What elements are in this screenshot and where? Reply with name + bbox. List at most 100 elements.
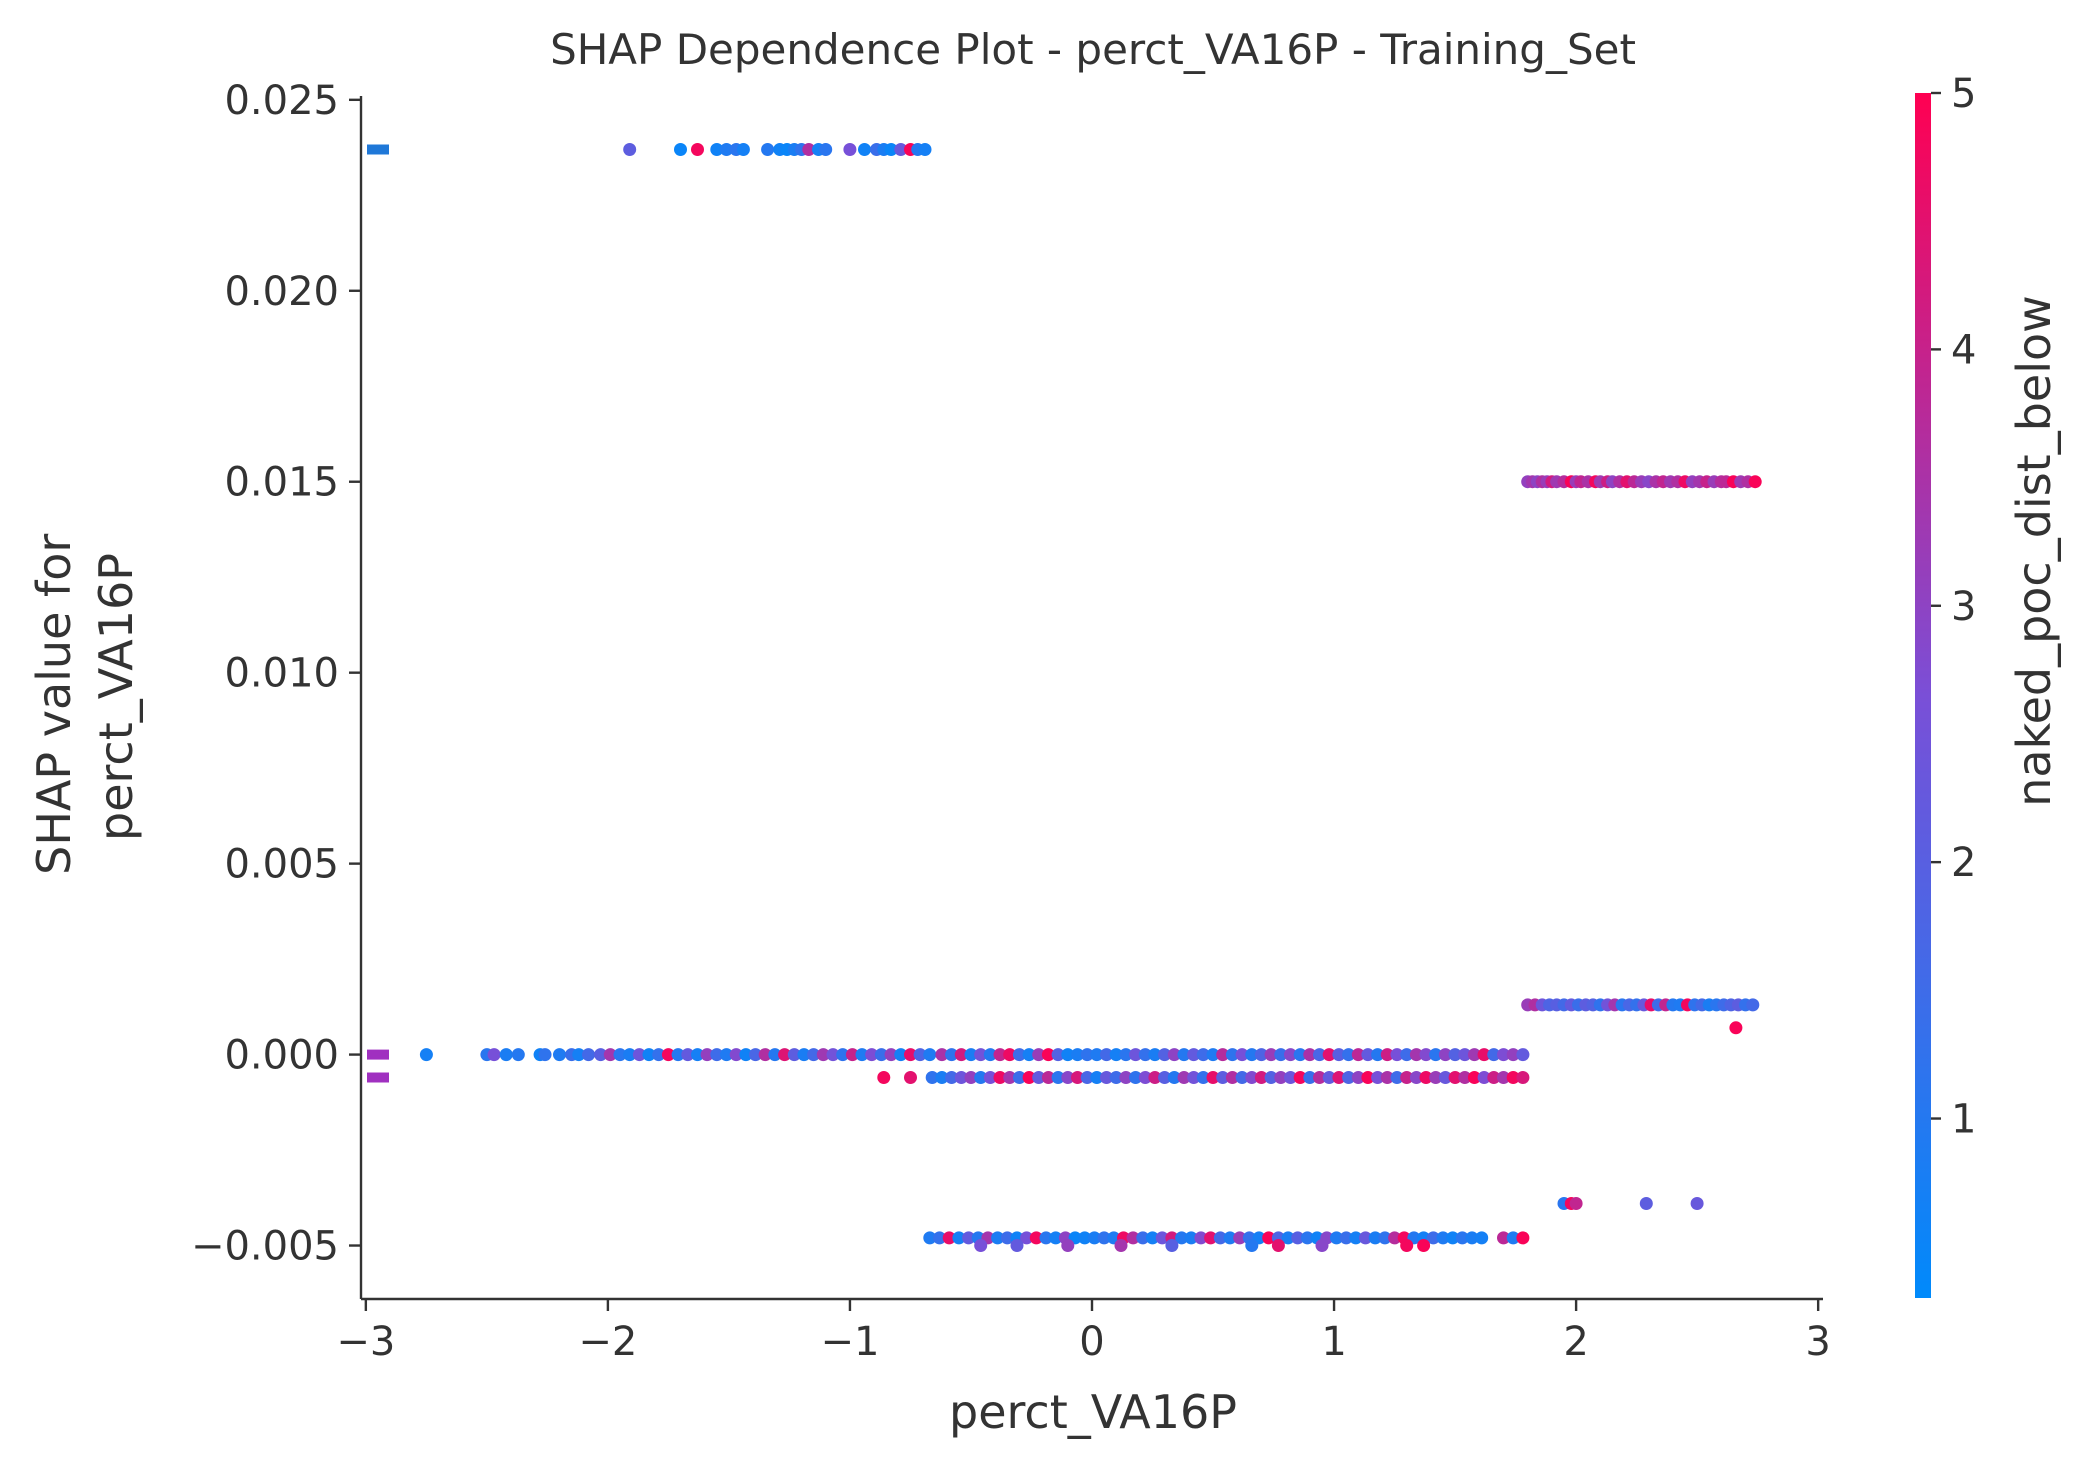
data-point [816, 1048, 830, 1062]
colorbar-label: naked_poc_dist_below [2007, 295, 2061, 807]
data-point [1426, 1231, 1440, 1245]
data-point [1012, 1048, 1026, 1062]
data-point [758, 1048, 772, 1062]
data-point [1078, 1231, 1092, 1245]
x-ticks: −3 −2 −1 0 1 2 3 [336, 1299, 1831, 1365]
data-point [1458, 1048, 1472, 1062]
x-tick-label: 1 [1321, 1319, 1346, 1365]
data-point [826, 1048, 840, 1062]
data-point [1639, 1197, 1653, 1210]
data-point [1339, 1231, 1353, 1245]
data-point [945, 1071, 959, 1084]
data-point [1233, 1231, 1247, 1245]
data-point [1390, 1048, 1404, 1062]
data-point [1315, 1239, 1329, 1252]
data-point [1351, 1048, 1365, 1062]
data-point [499, 1048, 513, 1062]
data-point [1342, 1071, 1356, 1084]
data-point [1361, 1071, 1375, 1084]
x-tick-label: −1 [820, 1319, 879, 1365]
data-point [1368, 1231, 1382, 1245]
data-point [983, 1071, 997, 1084]
data-point [1506, 1071, 1520, 1084]
colorbar-tick-label: 5 [1951, 71, 1976, 117]
colorbar-tick-label: 2 [1951, 840, 1976, 886]
data-point [843, 143, 857, 156]
data-point [845, 1048, 859, 1062]
data-point [1206, 1048, 1220, 1062]
data-point [1080, 1048, 1094, 1062]
data-point [1138, 1048, 1152, 1062]
data-point [1204, 1231, 1218, 1245]
data-point [913, 1048, 927, 1062]
data-point [1516, 1231, 1530, 1245]
data-point [1293, 1048, 1307, 1062]
data-point [1109, 1048, 1123, 1062]
data-point [1497, 1071, 1510, 1084]
data-point [1351, 1071, 1365, 1084]
y-ticks: −0.005 0.000 0.005 0.010 0.015 0.020 0.025 [191, 78, 361, 1270]
data-point [894, 143, 908, 156]
data-point [894, 1048, 908, 1062]
data-point [1390, 1071, 1404, 1084]
data-point [1187, 1071, 1201, 1084]
data-point [1090, 1071, 1104, 1084]
data-point [1136, 1231, 1150, 1245]
data-point [1429, 1048, 1443, 1062]
x-axis-label: perct_VA16P [949, 1385, 1237, 1439]
data-point [1506, 1048, 1520, 1062]
data-point [1114, 1239, 1128, 1252]
data-point [1446, 1231, 1460, 1245]
data-point [594, 1048, 608, 1062]
data-point [1262, 1231, 1276, 1245]
data-point [1010, 1239, 1024, 1252]
y-tick-label: 0.005 [224, 842, 339, 888]
data-point [1419, 1048, 1433, 1062]
data-point [1342, 1048, 1356, 1062]
points-layer [419, 143, 1762, 1252]
data-point [1041, 1071, 1055, 1084]
colorbar [1915, 93, 1931, 1298]
data-point [1194, 1231, 1208, 1245]
y-tick-label: 0.025 [224, 78, 339, 124]
data-point [511, 1048, 525, 1062]
data-point [778, 1048, 792, 1062]
data-point [1322, 1071, 1336, 1084]
data-point [1438, 1071, 1452, 1084]
data-point [674, 143, 687, 156]
data-point [1455, 1231, 1469, 1245]
data-point [1458, 1071, 1472, 1084]
data-point [1400, 1071, 1414, 1084]
data-point [935, 1071, 949, 1084]
data-point [1049, 1231, 1063, 1245]
data-point [1746, 998, 1760, 1012]
data-point [1467, 1071, 1481, 1084]
data-point [1126, 1231, 1140, 1245]
data-point [1196, 1048, 1210, 1062]
y-tick-label: 0.000 [224, 1033, 339, 1079]
data-point [1080, 1071, 1094, 1084]
data-point [974, 1048, 988, 1062]
data-point [787, 1048, 801, 1062]
x-tick-label: 3 [1805, 1319, 1830, 1365]
data-point [1061, 1071, 1075, 1084]
data-point [623, 143, 637, 156]
data-point [983, 1048, 997, 1062]
data-point [1041, 1048, 1055, 1062]
data-point [768, 1048, 782, 1062]
data-point [720, 143, 733, 156]
data-point [1071, 1071, 1084, 1084]
data-point [1332, 1048, 1346, 1062]
data-point [1216, 1048, 1230, 1062]
data-point [1177, 1048, 1191, 1062]
data-point [1184, 1231, 1198, 1245]
data-point [952, 1231, 966, 1245]
data-point [1148, 1048, 1162, 1062]
data-point [1748, 475, 1762, 489]
data-point [1129, 1048, 1143, 1062]
data-point [1409, 1071, 1423, 1084]
data-point [877, 1071, 891, 1084]
data-point [1119, 1071, 1133, 1084]
data-point [1400, 1048, 1414, 1062]
